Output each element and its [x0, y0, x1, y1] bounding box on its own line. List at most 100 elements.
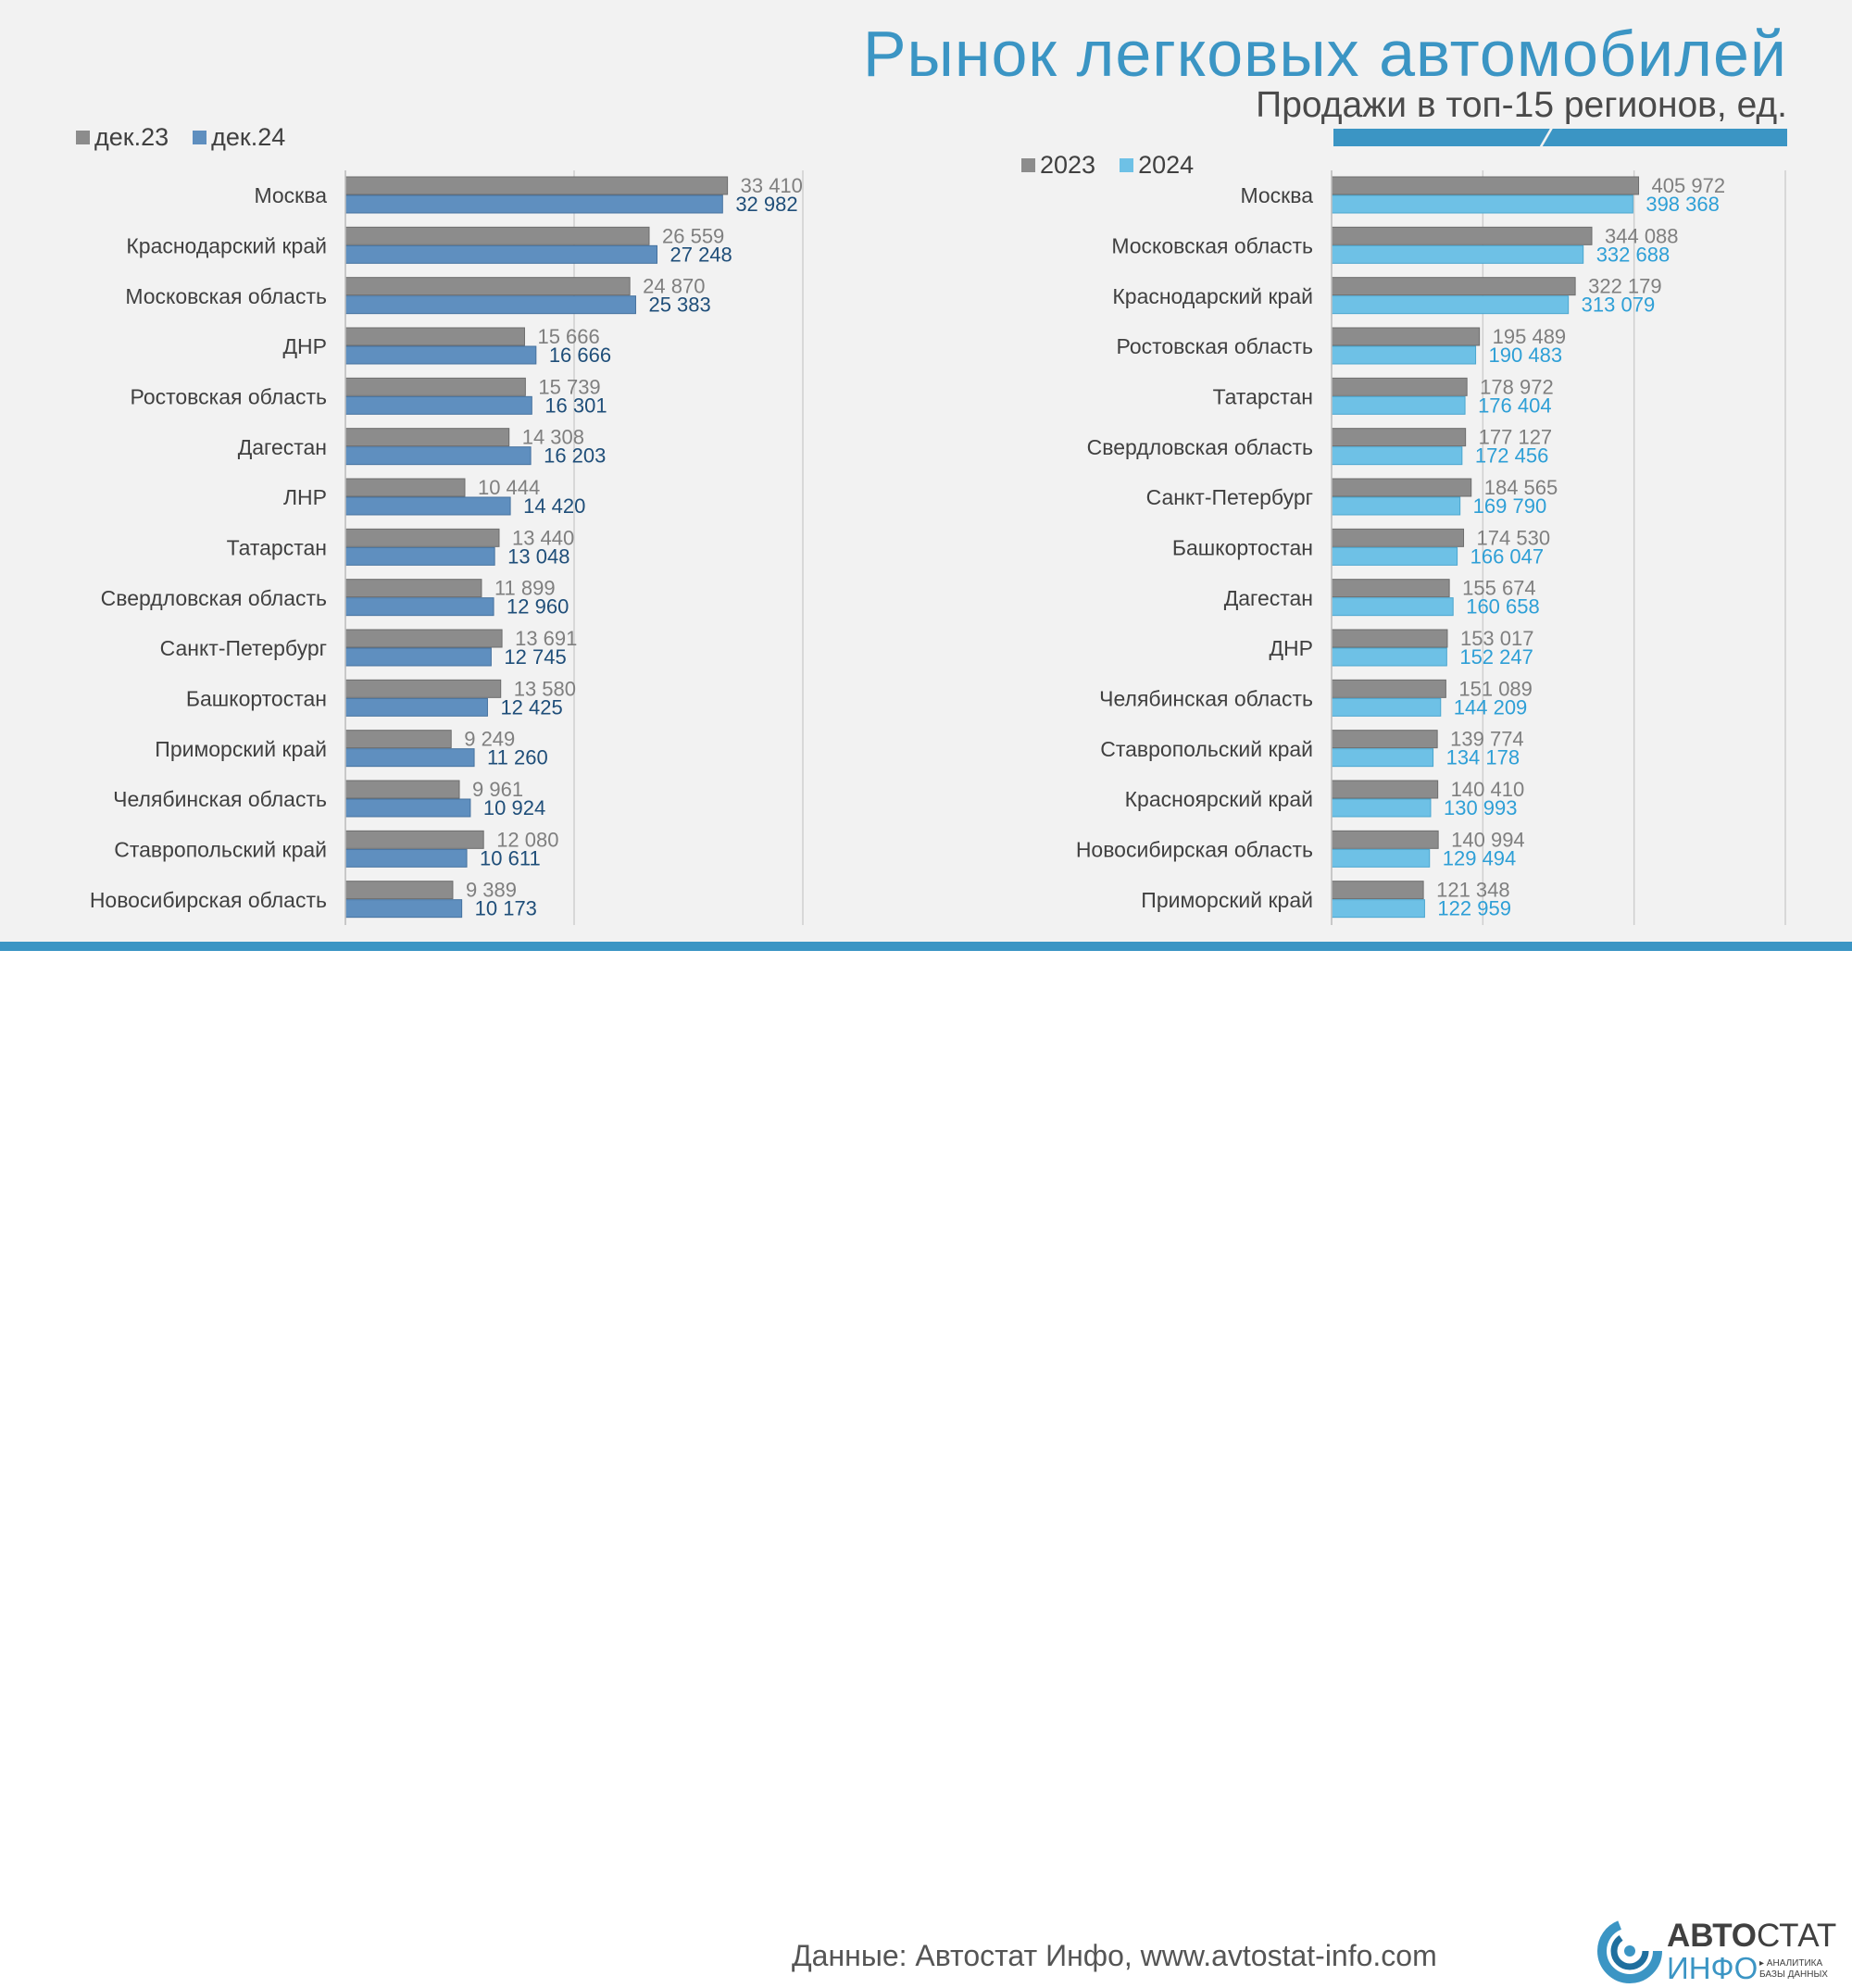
data-label-curr: 398 368 [1646, 193, 1720, 216]
bar-prev [1331, 277, 1576, 296]
data-label-curr: 144 209 [1454, 695, 1528, 719]
chart-title: Рынок легковых автомобилей [862, 18, 1787, 90]
bar-curr [1331, 446, 1463, 466]
data-label-prev: 15 739 [538, 375, 600, 398]
data-label-prev: 139 774 [1450, 728, 1524, 751]
logo-word-info: ИНФО [1667, 1951, 1758, 1985]
legend-label-dec23: дек.23 [94, 123, 169, 151]
data-label-prev: 174 530 [1477, 526, 1551, 549]
category-label: Новосибирская область [90, 888, 327, 912]
data-label-curr: 14 420 [523, 494, 585, 518]
legend-swatch-2024 [1120, 158, 1134, 172]
category-label: Дагестан [238, 435, 327, 459]
logo-tagline-1: ▸ АНАЛИТИКА [1759, 1958, 1823, 1969]
data-label-curr: 152 247 [1459, 645, 1533, 669]
category-label: Приморский край [155, 737, 327, 761]
category-label: Москва [254, 183, 327, 207]
data-label-curr: 10 173 [475, 897, 537, 920]
legend-item-dec23: дек.23 [76, 123, 169, 152]
bar-curr [1331, 345, 1477, 365]
legend-swatch-2023 [1021, 158, 1035, 172]
data-label-curr: 190 483 [1489, 344, 1563, 367]
bar-curr [1331, 597, 1454, 617]
data-label-curr: 134 178 [1446, 746, 1520, 769]
data-label-prev: 33 410 [741, 174, 803, 197]
bar-prev [1331, 830, 1439, 849]
legend-item-2024: 2024 [1120, 151, 1194, 180]
category-label: ЛНР [283, 485, 327, 509]
category-label: Татарстан [227, 536, 327, 560]
data-label-curr: 172 456 [1475, 444, 1549, 468]
data-label-curr: 10 924 [483, 796, 545, 819]
category-label: Красноярский край [1125, 787, 1313, 811]
category-label: Ростовская область [1116, 334, 1313, 358]
data-label-prev: 14 308 [522, 426, 584, 449]
data-label-prev: 178 972 [1480, 375, 1554, 398]
data-label-curr: 332 688 [1596, 243, 1671, 266]
bar-curr [1331, 295, 1570, 315]
data-label-prev: 26 559 [662, 224, 724, 247]
data-label-prev: 11 899 [494, 577, 556, 600]
data-label-prev: 10 444 [478, 476, 540, 499]
data-label-prev: 13 691 [515, 627, 577, 650]
bar-curr [1331, 244, 1584, 264]
bar-curr [1331, 546, 1458, 566]
category-label: Башкортостан [186, 687, 327, 711]
logo-word-rest: СТАТ [1756, 1918, 1837, 1954]
bar-prev [1331, 428, 1467, 447]
bar-prev [1331, 730, 1438, 749]
footer: Данные: Автостат Инфо, www.avtostat-info… [0, 951, 1852, 1985]
data-label-prev: 9 249 [464, 728, 515, 751]
data-label-prev: 15 666 [537, 325, 599, 348]
bar-prev [1331, 679, 1446, 698]
category-label: Татарстан [1213, 385, 1313, 409]
bar-curr [1331, 798, 1432, 818]
bar-prev [1331, 579, 1450, 598]
data-label-prev: 405 972 [1652, 174, 1726, 197]
legend-item-dec24: дек.24 [193, 123, 285, 152]
category-label: Челябинская область [1099, 687, 1313, 711]
legend-label-2024: 2024 [1138, 151, 1195, 179]
data-label-prev: 9 961 [472, 778, 523, 801]
data-label-curr: 12 425 [500, 695, 562, 719]
data-label-curr: 313 079 [1582, 294, 1656, 317]
category-label: Санкт-Петербург [160, 636, 327, 660]
data-label-curr: 12 745 [504, 645, 566, 669]
bar-prev [1331, 478, 1472, 497]
data-label-curr: 130 993 [1444, 796, 1518, 819]
logo-word-avtostat: АВТОСТАТ [1667, 1918, 1836, 1955]
category-label: Дагестан [1224, 586, 1313, 610]
bar-prev [1331, 377, 1468, 396]
data-label-prev: 344 088 [1605, 224, 1679, 247]
legend-item-2023: 2023 [1021, 151, 1095, 180]
data-label-prev: 153 017 [1460, 627, 1534, 650]
data-label-curr: 169 790 [1473, 494, 1547, 518]
bar-prev [1331, 780, 1439, 799]
data-label-prev: 322 179 [1588, 275, 1662, 298]
category-label: Ростовская область [130, 385, 327, 409]
category-label: ДНР [1269, 636, 1313, 660]
data-label-curr: 122 959 [1437, 897, 1511, 920]
bar-curr [1331, 496, 1461, 516]
data-label-prev: 9 389 [466, 879, 517, 902]
bar-prev [1331, 528, 1465, 547]
category-label: ДНР [282, 334, 327, 358]
bar-prev [1331, 176, 1640, 195]
category-label: Приморский край [1141, 888, 1313, 912]
logo-tagline: ▸ АНАЛИТИКА БАЗЫ ДАННЫХ [1759, 1958, 1843, 1981]
logo-swirl-icon [1597, 1919, 1662, 1983]
bar-curr [1331, 748, 1434, 768]
data-label-prev: 13 580 [514, 677, 576, 700]
category-label: Свердловская область [1087, 435, 1313, 459]
data-label-curr: 16 203 [544, 444, 606, 468]
bar-prev [1331, 226, 1593, 245]
category-label: Московская область [1111, 234, 1313, 258]
bar-prev [1331, 629, 1448, 648]
data-label-curr: 129 494 [1443, 846, 1517, 869]
avtostat-logo: АВТОСТАТ ИНФО ▸ АНАЛИТИКА БАЗЫ ДАННЫХ [1595, 1914, 1836, 1988]
legend-swatch-dec23 [76, 131, 90, 144]
accent-bar [1333, 129, 1787, 146]
data-label-prev: 140 994 [1451, 828, 1525, 851]
